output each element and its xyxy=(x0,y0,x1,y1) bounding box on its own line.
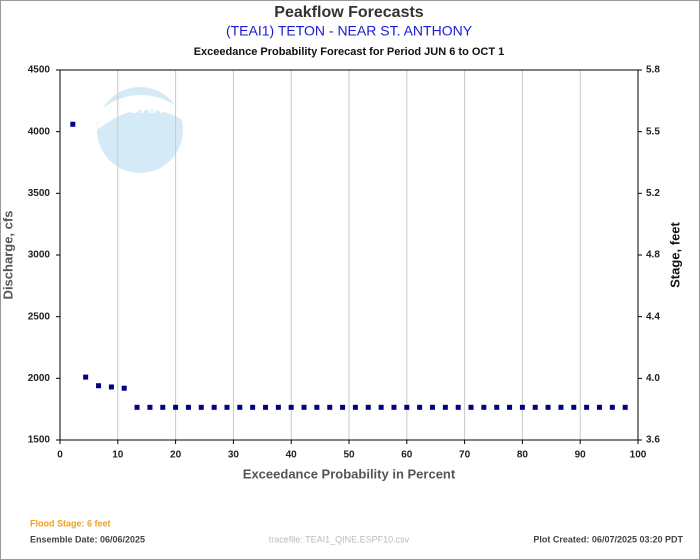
y-tick-label: 4500 xyxy=(28,65,51,76)
point xyxy=(275,404,281,410)
point xyxy=(417,404,423,410)
logo-text: NOAA xyxy=(116,100,164,117)
x-tick-label: 40 xyxy=(286,450,298,461)
point xyxy=(237,404,243,410)
point xyxy=(378,404,384,410)
y2-tick-label: 5.2 xyxy=(646,188,660,199)
point xyxy=(134,404,140,410)
ensemble-date: Ensemble Date: 06/06/2025 xyxy=(30,534,145,544)
point xyxy=(108,384,114,390)
y2-axis-label: Stage, feet xyxy=(667,221,682,287)
chart-title: Peakflow Forecasts xyxy=(274,4,424,21)
point xyxy=(481,404,487,410)
point xyxy=(584,404,590,410)
y-tick-label: 3500 xyxy=(28,188,51,199)
plot-area xyxy=(59,69,639,441)
point xyxy=(263,404,269,410)
period-label: Exceedance Probability Forecast for Peri… xyxy=(194,46,505,58)
point xyxy=(609,404,615,410)
plot-created: Plot Created: 06/07/2025 03:20 PDT xyxy=(533,534,683,544)
point xyxy=(250,404,256,410)
x-tick-label: 10 xyxy=(112,450,124,461)
y2-tick-label: 5.8 xyxy=(646,65,660,76)
point xyxy=(545,404,551,410)
point xyxy=(442,404,448,410)
point xyxy=(494,404,500,410)
point xyxy=(173,404,179,410)
point xyxy=(404,404,410,410)
point xyxy=(160,404,166,410)
point xyxy=(532,404,538,410)
point xyxy=(391,404,397,410)
point xyxy=(301,404,307,410)
point xyxy=(185,404,191,410)
point xyxy=(558,404,564,410)
point xyxy=(365,404,371,410)
point xyxy=(596,404,602,410)
point xyxy=(70,121,76,127)
y-axis-label: Discharge, cfs xyxy=(0,211,15,300)
x-axis-label: Exceedance Probability in Percent xyxy=(243,466,456,481)
y-tick-label: 1500 xyxy=(28,435,51,446)
x-tick-label: 90 xyxy=(575,450,587,461)
chart-subtitle: (TEAI1) TETON - NEAR ST. ANTHONY xyxy=(226,23,473,39)
point xyxy=(429,404,435,410)
point xyxy=(455,404,461,410)
tracefile: tracefile: TEAI1_QINE.ESPF10.csv xyxy=(269,534,410,544)
point xyxy=(327,404,333,410)
y-tick-label: 2500 xyxy=(28,311,51,322)
y-tick-label: 2000 xyxy=(28,373,51,384)
point xyxy=(340,404,346,410)
y2-tick-label: 3.6 xyxy=(646,435,660,446)
y2-tick-label: 4.0 xyxy=(646,373,660,384)
x-tick-label: 70 xyxy=(459,450,471,461)
point xyxy=(352,404,358,410)
point xyxy=(507,404,513,410)
y-tick-label: 3000 xyxy=(28,250,51,261)
point xyxy=(83,374,89,380)
point xyxy=(147,404,153,410)
x-tick-label: 60 xyxy=(401,450,413,461)
point xyxy=(468,404,474,410)
point xyxy=(121,385,127,391)
x-tick-label: 20 xyxy=(170,450,182,461)
y-tick-label: 4000 xyxy=(28,126,51,137)
point xyxy=(288,404,294,410)
point xyxy=(224,404,230,410)
y2-tick-label: 4.4 xyxy=(646,311,660,322)
point xyxy=(622,404,628,410)
x-tick-label: 80 xyxy=(517,450,529,461)
point xyxy=(314,404,320,410)
x-tick-label: 100 xyxy=(630,450,647,461)
point xyxy=(96,383,102,389)
point xyxy=(198,404,204,410)
x-tick-label: 0 xyxy=(57,450,63,461)
flood-stage: Flood Stage: 6 feet xyxy=(30,518,111,528)
logo: NOAA xyxy=(97,87,183,173)
point xyxy=(519,404,525,410)
y2-tick-label: 4.8 xyxy=(646,250,660,261)
point xyxy=(211,404,217,410)
point xyxy=(571,404,577,410)
x-tick-label: 30 xyxy=(228,450,240,461)
y2-tick-label: 5.5 xyxy=(646,126,660,137)
x-tick-label: 50 xyxy=(343,450,355,461)
